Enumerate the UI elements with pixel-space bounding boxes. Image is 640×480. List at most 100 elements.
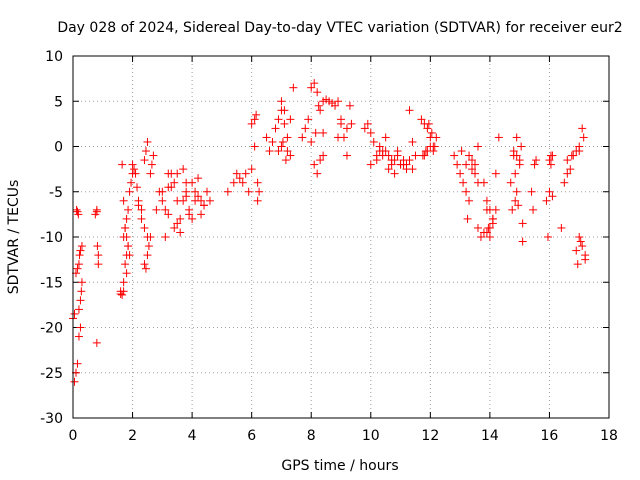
data-point — [381, 147, 390, 156]
data-point — [342, 151, 351, 160]
data-point — [518, 237, 527, 246]
data-point — [508, 205, 517, 214]
data-point — [543, 233, 552, 241]
data-points — [69, 79, 590, 386]
data-point — [488, 219, 497, 228]
data-point — [530, 160, 539, 169]
x-tick-label: 10 — [362, 428, 380, 444]
y-axis-title: SDTVAR / TECUs — [6, 180, 22, 295]
x-tick-label: 14 — [481, 428, 499, 444]
data-point — [514, 201, 523, 210]
data-point — [74, 332, 83, 341]
data-point — [140, 260, 149, 269]
data-point — [423, 124, 432, 133]
data-point — [140, 156, 149, 165]
data-point — [203, 187, 211, 196]
data-point — [342, 124, 351, 133]
data-point — [244, 187, 253, 196]
data-point — [161, 205, 170, 214]
data-point — [146, 169, 155, 178]
data-point — [76, 246, 85, 255]
data-point — [147, 160, 156, 169]
data-point — [164, 169, 173, 178]
data-point — [345, 101, 354, 110]
data-point — [70, 309, 79, 318]
data-point — [247, 165, 256, 174]
data-point — [119, 196, 128, 205]
y-tick-label: 0 — [54, 140, 63, 156]
data-point — [579, 133, 588, 142]
data-point — [77, 287, 86, 296]
data-point — [143, 137, 152, 146]
data-point — [133, 183, 142, 192]
data-point — [164, 183, 173, 192]
data-point — [316, 156, 325, 165]
data-point — [363, 119, 372, 128]
data-point — [546, 151, 555, 160]
data-point — [94, 260, 103, 269]
data-point — [468, 165, 477, 174]
data-point — [347, 119, 356, 128]
data-point — [399, 160, 408, 169]
data-point — [304, 115, 313, 124]
x-tick-label: 12 — [421, 428, 439, 444]
data-point — [468, 156, 477, 165]
data-point — [337, 115, 345, 124]
data-point — [176, 214, 185, 223]
y-tick-label: 5 — [54, 94, 63, 110]
data-point — [429, 142, 438, 151]
data-point — [280, 119, 289, 128]
data-point — [482, 196, 491, 205]
data-point — [511, 169, 520, 178]
x-tick-label: 8 — [307, 428, 316, 444]
x-tick-label: 16 — [541, 428, 559, 444]
data-point — [146, 233, 155, 241]
data-point — [545, 187, 554, 196]
data-point — [313, 88, 322, 97]
data-point — [182, 192, 191, 201]
data-point — [578, 124, 587, 133]
data-point — [74, 260, 83, 269]
data-point — [73, 264, 82, 273]
data-point — [149, 151, 158, 160]
data-point — [476, 233, 485, 241]
data-point — [494, 133, 503, 142]
data-point — [301, 124, 310, 133]
data-point — [578, 242, 587, 251]
data-point — [137, 214, 146, 223]
data-point — [124, 205, 133, 214]
data-point — [74, 210, 83, 219]
data-point — [314, 101, 323, 110]
data-point — [366, 128, 375, 137]
data-point — [200, 201, 209, 210]
data-point — [557, 223, 566, 232]
data-point — [532, 156, 541, 165]
data-point — [311, 128, 320, 137]
data-point — [76, 296, 85, 305]
data-point — [484, 223, 493, 232]
data-point — [465, 196, 474, 205]
data-point — [77, 278, 86, 287]
data-point — [512, 133, 521, 142]
data-point — [471, 169, 479, 178]
data-point — [576, 237, 585, 246]
x-tick-label: 4 — [188, 428, 197, 444]
data-point — [76, 323, 85, 332]
data-point — [463, 214, 472, 223]
data-point — [491, 169, 500, 178]
data-point — [457, 147, 466, 156]
data-point — [331, 101, 340, 110]
plot-frame — [72, 55, 610, 419]
data-point — [319, 128, 328, 137]
data-point — [229, 178, 238, 187]
data-point — [316, 106, 325, 115]
data-point — [381, 133, 390, 142]
data-point — [411, 151, 420, 160]
data-point — [197, 196, 206, 205]
data-point — [277, 142, 286, 151]
data-point — [75, 251, 84, 260]
data-point — [158, 196, 167, 205]
data-point — [402, 165, 411, 174]
data-point — [161, 233, 170, 241]
